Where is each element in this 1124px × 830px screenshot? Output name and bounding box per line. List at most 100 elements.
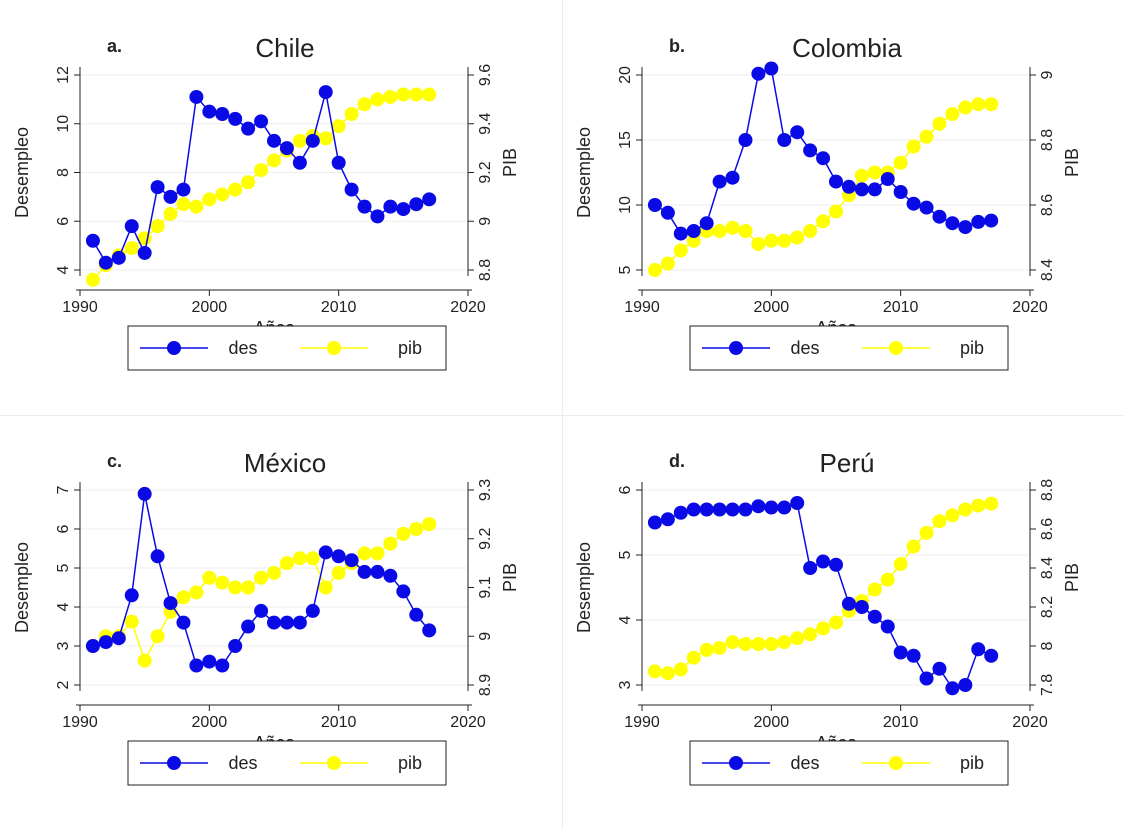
data-point-des <box>971 214 986 229</box>
data-point-des <box>906 196 921 211</box>
y-tick-label-left: 20 <box>617 66 634 84</box>
x-tick-label: 2000 <box>754 299 790 316</box>
data-point-des <box>124 219 139 234</box>
y-tick-label-left: 3 <box>55 641 72 650</box>
x-tick-label: 2020 <box>450 714 486 731</box>
data-point-des <box>777 133 792 147</box>
data-point-pib <box>945 107 960 121</box>
chart-title: Chile <box>255 33 314 63</box>
data-point-des <box>673 505 688 520</box>
data-point-des <box>267 615 281 630</box>
data-point-des <box>409 197 424 212</box>
data-point-pib <box>383 89 398 104</box>
x-tick-label: 1990 <box>62 299 98 316</box>
y-tick-label-right: 9.4 <box>477 113 494 135</box>
data-point-pib <box>673 243 688 258</box>
data-point-des <box>344 553 359 568</box>
data-point-pib <box>215 187 230 202</box>
series-line-des <box>654 502 992 690</box>
y-tick-label-right: 8.8 <box>1039 479 1056 501</box>
x-tick-label: 1990 <box>624 299 660 316</box>
y-tick-label-right: 8.6 <box>1039 194 1056 216</box>
data-point-pib <box>738 637 753 652</box>
y-axis-title-right: PIB <box>1062 148 1082 177</box>
data-point-des <box>215 658 230 673</box>
data-point-des <box>137 245 152 260</box>
y-tick-label-left: 6 <box>55 524 72 533</box>
data-point-pib <box>241 175 256 190</box>
data-point-des <box>841 179 856 194</box>
y-tick-label-right: 8.2 <box>1039 596 1056 618</box>
data-point-des <box>958 220 973 235</box>
data-point-pib <box>712 640 727 655</box>
panel-letter: b. <box>669 36 685 56</box>
data-point-des <box>841 596 856 611</box>
data-point-des <box>829 557 843 572</box>
data-point-pib <box>267 565 281 580</box>
data-point-des <box>150 180 165 195</box>
data-point-pib <box>673 662 688 677</box>
data-point-pib <box>228 182 243 197</box>
data-point-pib <box>816 621 831 636</box>
y-axis-title-left: Desempleo <box>574 127 594 218</box>
data-point-des <box>803 143 818 158</box>
data-point-pib <box>867 165 882 180</box>
data-point-pib <box>254 163 269 178</box>
y-tick-label-left: 2 <box>55 680 72 689</box>
legend-label-des: des <box>790 338 819 358</box>
legend-marker-pib <box>327 341 341 355</box>
data-point-des <box>816 151 831 166</box>
data-point-pib <box>971 97 986 112</box>
data-point-pib <box>137 653 152 668</box>
data-point-des <box>137 486 152 501</box>
data-point-pib <box>906 539 921 554</box>
data-point-des <box>331 155 346 170</box>
data-point-des <box>984 648 999 663</box>
x-tick-label: 2010 <box>321 299 357 316</box>
y-tick-label-left: 5 <box>55 563 72 572</box>
y-tick-label-left: 6 <box>55 217 72 226</box>
data-point-des <box>370 209 385 224</box>
data-point-pib <box>318 580 333 595</box>
data-point-pib <box>422 87 437 102</box>
data-point-pib <box>751 637 766 652</box>
data-point-des <box>318 545 333 560</box>
y-tick-label-left: 5 <box>617 265 634 274</box>
data-point-pib <box>344 107 359 121</box>
data-point-des <box>292 155 307 170</box>
data-point-pib <box>357 546 372 561</box>
data-point-pib <box>660 666 675 681</box>
data-point-pib <box>176 590 191 605</box>
data-point-des <box>971 642 986 657</box>
data-point-des <box>215 107 230 121</box>
panel-letter: a. <box>107 36 122 56</box>
y-axis-title-right: PIB <box>500 148 520 177</box>
data-point-des <box>344 182 359 197</box>
y-axis-title-right: PIB <box>500 563 520 592</box>
data-point-des <box>647 515 662 530</box>
y-tick-label-left: 4 <box>617 615 634 624</box>
data-point-pib <box>829 615 843 630</box>
data-point-des <box>906 648 921 663</box>
chart-chile: 46810128.899.29.49.61990200020102020Años… <box>12 33 520 371</box>
data-point-pib <box>751 237 766 251</box>
data-point-des <box>98 255 113 270</box>
data-point-des <box>409 607 424 622</box>
data-point-des <box>867 609 882 624</box>
data-point-pib <box>686 650 701 665</box>
data-point-des <box>150 549 165 564</box>
data-point-des <box>422 623 437 638</box>
y-tick-label-right: 8.6 <box>1039 518 1056 540</box>
data-point-des <box>854 600 869 614</box>
data-point-pib <box>932 116 947 131</box>
y-axis-title-left: Desempleo <box>574 542 594 633</box>
y-tick-label-right: 9 <box>477 217 494 226</box>
data-point-des <box>751 66 766 81</box>
data-point-pib <box>686 233 701 248</box>
x-tick-label: 2000 <box>192 714 228 731</box>
y-tick-label-right: 9.3 <box>477 479 494 501</box>
data-point-pib <box>150 219 165 234</box>
data-point-des <box>893 185 908 199</box>
x-tick-label: 1990 <box>62 714 98 731</box>
y-axis-title-left: Desempleo <box>12 542 32 633</box>
